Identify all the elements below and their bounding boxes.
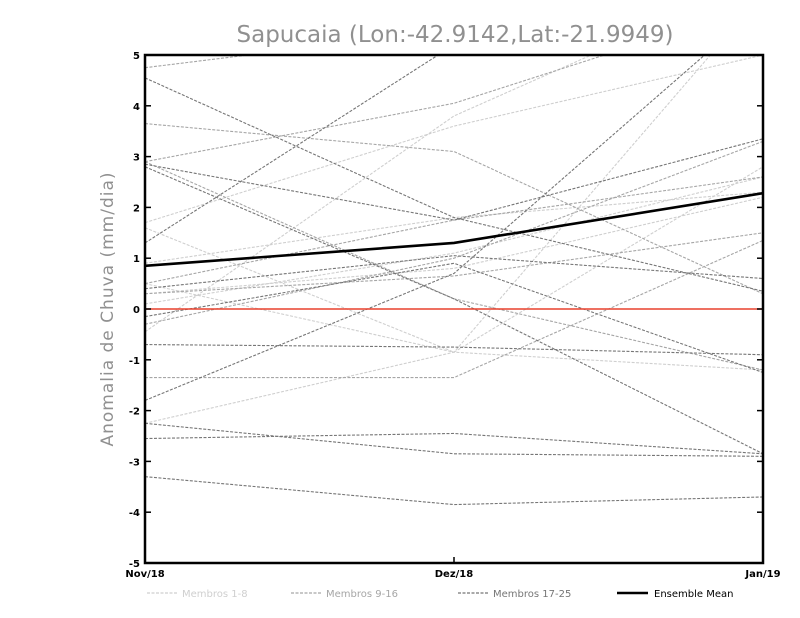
member-line-14: [145, 232, 763, 295]
y-tick-label: -3: [129, 457, 140, 468]
ensemble-mean-line: [145, 191, 763, 268]
y-tick-label: -5: [129, 559, 140, 570]
member-line-25: [145, 422, 763, 457]
y-tick-label: -1: [129, 356, 140, 367]
y-tick-label: 0: [133, 305, 140, 316]
member-line-16: [145, 161, 763, 371]
y-tick-label: 3: [133, 153, 140, 164]
member-line-21: [145, 344, 763, 356]
member-line-23: [145, 432, 763, 455]
y-tick-label: 5: [133, 51, 140, 62]
member-line-10: [145, 123, 763, 295]
member-line-27: [145, 262, 763, 374]
y-axis-label: Anomalia de Chuva (mm/dia): [98, 171, 118, 446]
member-line-11: [145, 55, 607, 163]
chart-title: Sapucaia (Lon:-42.9142,Lat:-21.9949): [237, 22, 674, 48]
y-tick-label: -4: [129, 508, 140, 519]
legend-label-mean: Ensemble Mean: [654, 589, 733, 600]
y-tick-label: -2: [129, 407, 140, 418]
member-line-17: [145, 77, 763, 292]
member-lines: [145, 55, 763, 506]
member-line-19: [145, 166, 763, 455]
x-tick-label: Nov/18: [125, 569, 164, 580]
member-line-24: [145, 476, 763, 506]
member-line-26: [145, 255, 763, 290]
member-line-20: [145, 55, 440, 244]
legend: Membros 1-8 Membros 9-16 Membros 17-25 Ense…: [147, 589, 733, 600]
y-tick-label: 2: [133, 203, 140, 214]
x-tick-label: Jan/19: [744, 569, 780, 580]
member-line-22: [145, 55, 706, 401]
y-tick-label: 1: [133, 254, 140, 265]
legend-label-3: Membros 17-25: [493, 589, 571, 600]
y-axis-ticks: -5 -4 -3 -2 -1 0 1 2 3 4 5: [129, 51, 763, 570]
ensemble-mean-group: [145, 191, 763, 268]
member-line-18: [145, 138, 763, 221]
member-line-15: [145, 140, 763, 325]
member-line-13: [145, 239, 763, 379]
member-line-12: [145, 176, 763, 285]
legend-label-2: Membros 9-16: [326, 589, 398, 600]
member-line-1: [145, 55, 763, 224]
member-line-6: [145, 176, 763, 305]
member-line-5: [145, 55, 712, 353]
x-tick-label: Dez/18: [435, 569, 474, 580]
legend-label-1: Membros 1-8: [182, 589, 248, 600]
x-axis-ticks: Nov/18 Dez/18 Jan/19: [125, 557, 781, 580]
y-tick-label: 4: [133, 102, 140, 113]
